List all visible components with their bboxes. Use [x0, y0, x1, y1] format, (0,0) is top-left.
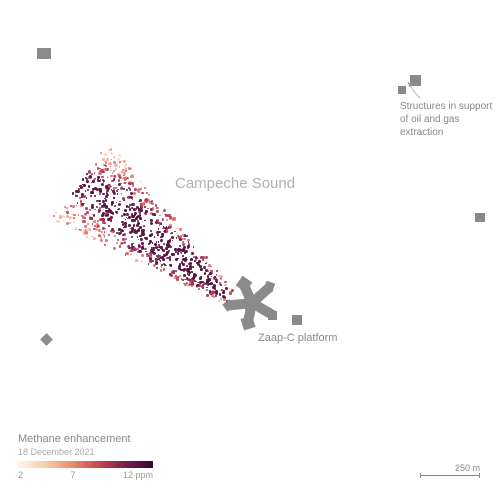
scale-label: 250 m [420, 463, 480, 473]
structure-marker [475, 213, 485, 222]
legend-tick: 2 [18, 470, 23, 480]
legend: Methane enhancement 18 December 2021 2 7… [18, 433, 153, 480]
legend-ticks: 2 7 12 ppm [18, 470, 153, 480]
structures-annotation: Structures in supportof oil and gas extr… [400, 100, 500, 139]
structure-marker [410, 75, 421, 86]
structure-marker [398, 86, 406, 94]
legend-tick: 7 [70, 470, 75, 480]
legend-title: Methane enhancement [18, 433, 153, 445]
legend-tick: 12 ppm [123, 470, 153, 480]
structure-marker [37, 48, 51, 59]
scale-line [420, 475, 480, 476]
region-label: Campeche Sound [175, 175, 295, 192]
scale-bar: 250 m [420, 463, 480, 476]
platform-label: Zaap-C platform [258, 332, 337, 344]
legend-date: 18 December 2021 [18, 447, 153, 457]
methane-plume [0, 0, 500, 500]
structure-marker [292, 315, 302, 325]
legend-color-bar [18, 461, 153, 468]
